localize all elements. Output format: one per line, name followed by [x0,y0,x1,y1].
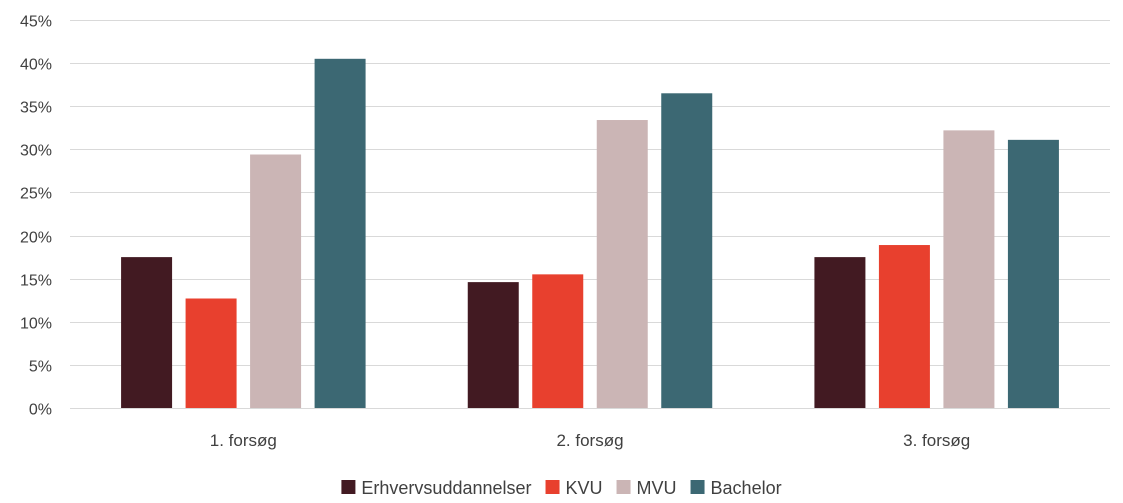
legend-swatch [690,480,705,494]
y-tick-label: 15% [20,273,52,290]
bar-bachelor [1007,139,1059,409]
legend-swatch [341,480,356,494]
legend-item: Bachelor [690,478,782,498]
y-tick-label: 30% [20,143,52,160]
x-tick-label: 3. forsøg [903,431,970,450]
legend-label: Erhvervsuddannelser [361,478,531,498]
bar-erhvervsuddannelser [467,282,519,408]
bar-bachelor [661,93,713,409]
legend-label: Bachelor [711,478,782,498]
x-tick-label: 2. forsøg [556,431,623,450]
bar-mvu [596,120,648,409]
x-axis-ticks: 1. forsøg 2. forsøg 3. forsøg [210,431,970,450]
legend: Erhvervsuddannelser KVU MVU Bachelor [341,478,782,498]
y-tick-label: 0% [29,402,52,419]
legend-swatch [616,480,631,494]
bar-mvu [250,154,302,408]
y-tick-label: 45% [20,14,52,31]
y-tick-label: 5% [29,359,52,376]
bar-kvu [532,274,584,408]
legend-label: MVU [637,478,677,498]
bar-erhvervsuddannelser [121,257,173,408]
y-axis-ticks: 0% 5% 10% 15% 20% 25% 30% 35% 40% 45% [20,14,52,419]
bar-kvu [185,298,237,408]
bar-bachelor [314,58,366,409]
legend-item: KVU [545,478,603,498]
legend-label: KVU [566,478,603,498]
legend-item: MVU [616,478,677,498]
bar-erhvervsuddannelser [814,257,866,408]
y-tick-label: 25% [20,186,52,203]
y-tick-label: 40% [20,57,52,74]
gridlines [70,20,1110,366]
y-tick-label: 20% [20,230,52,247]
bars [121,58,1059,409]
y-tick-label: 35% [20,100,52,117]
bar-mvu [943,130,995,408]
legend-item: Erhvervsuddannelser [341,478,532,498]
bar-kvu [878,245,930,408]
legend-swatch [545,480,560,494]
x-tick-label: 1. forsøg [210,431,277,450]
y-tick-label: 10% [20,316,52,333]
